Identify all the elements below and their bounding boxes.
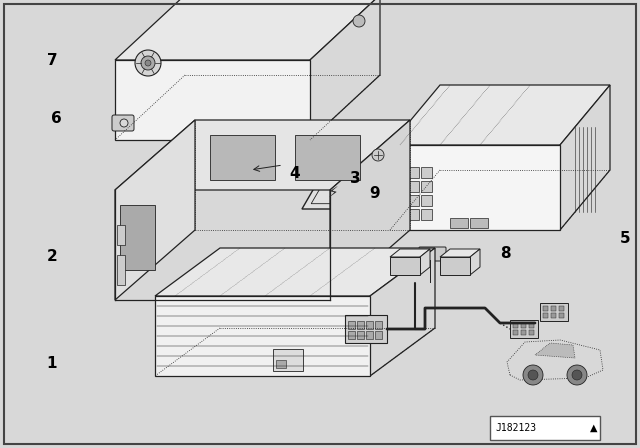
Polygon shape: [210, 135, 275, 180]
Bar: [408, 209, 419, 220]
Bar: [395, 167, 406, 178]
Polygon shape: [390, 249, 430, 257]
Polygon shape: [560, 85, 610, 230]
Polygon shape: [420, 249, 430, 275]
Bar: [521, 330, 526, 335]
Circle shape: [141, 56, 155, 70]
Bar: [375, 321, 382, 329]
Text: 1: 1: [47, 356, 57, 370]
Bar: [421, 167, 432, 178]
Text: 3: 3: [349, 171, 360, 185]
Bar: [421, 195, 432, 206]
Bar: [357, 331, 364, 339]
Circle shape: [572, 370, 582, 380]
Bar: [366, 321, 373, 329]
Bar: [395, 181, 406, 192]
Bar: [551, 306, 556, 311]
Bar: [395, 209, 406, 220]
Bar: [366, 331, 373, 339]
Circle shape: [528, 370, 538, 380]
Bar: [408, 195, 419, 206]
Bar: [408, 181, 419, 192]
Bar: [117, 255, 125, 285]
Polygon shape: [302, 152, 368, 209]
Bar: [421, 181, 432, 192]
Bar: [375, 331, 382, 339]
FancyBboxPatch shape: [112, 115, 134, 131]
Polygon shape: [440, 249, 480, 257]
Bar: [450, 218, 468, 228]
FancyBboxPatch shape: [419, 247, 446, 261]
Bar: [421, 209, 432, 220]
Bar: [521, 323, 526, 328]
Bar: [357, 321, 364, 329]
Text: ⚡: ⚡: [328, 185, 339, 199]
Circle shape: [120, 119, 128, 127]
Circle shape: [567, 365, 587, 385]
Polygon shape: [535, 343, 575, 358]
Bar: [510, 320, 538, 338]
Circle shape: [135, 50, 161, 76]
Bar: [345, 315, 387, 343]
Text: J182123: J182123: [495, 423, 536, 433]
Bar: [395, 195, 406, 206]
Polygon shape: [155, 248, 435, 296]
Bar: [348, 331, 355, 339]
Bar: [551, 313, 556, 318]
Text: 8: 8: [500, 246, 510, 260]
Bar: [117, 225, 125, 245]
Text: 9: 9: [370, 185, 380, 201]
Circle shape: [523, 365, 543, 385]
Bar: [513, 330, 518, 335]
Polygon shape: [390, 85, 610, 145]
Bar: [513, 323, 518, 328]
Circle shape: [145, 60, 151, 66]
Text: 4: 4: [290, 165, 300, 181]
Text: 6: 6: [51, 111, 61, 125]
Text: ▲: ▲: [590, 423, 598, 433]
Polygon shape: [115, 120, 410, 190]
Polygon shape: [330, 120, 410, 300]
Bar: [236, 160, 260, 180]
Bar: [559, 306, 564, 311]
Bar: [540, 303, 568, 321]
Bar: [273, 349, 303, 371]
Polygon shape: [390, 145, 560, 230]
Bar: [529, 330, 534, 335]
Polygon shape: [120, 205, 155, 270]
Polygon shape: [155, 296, 370, 376]
Polygon shape: [390, 257, 420, 275]
Bar: [559, 313, 564, 318]
Text: 2: 2: [47, 249, 58, 263]
Bar: [470, 218, 488, 228]
Polygon shape: [115, 120, 195, 300]
Circle shape: [372, 149, 384, 161]
Polygon shape: [440, 257, 470, 275]
Polygon shape: [115, 60, 310, 140]
Polygon shape: [310, 0, 380, 140]
Bar: [490, 416, 600, 440]
Polygon shape: [295, 135, 360, 180]
Text: 5: 5: [620, 231, 630, 246]
Bar: [348, 321, 355, 329]
Text: 7: 7: [47, 52, 58, 68]
Bar: [242, 165, 254, 175]
Polygon shape: [115, 0, 380, 60]
Circle shape: [353, 15, 365, 27]
Polygon shape: [470, 249, 480, 275]
Bar: [543, 313, 548, 318]
Bar: [276, 360, 286, 368]
Polygon shape: [370, 248, 435, 376]
Bar: [408, 167, 419, 178]
Bar: [529, 323, 534, 328]
Bar: [543, 306, 548, 311]
